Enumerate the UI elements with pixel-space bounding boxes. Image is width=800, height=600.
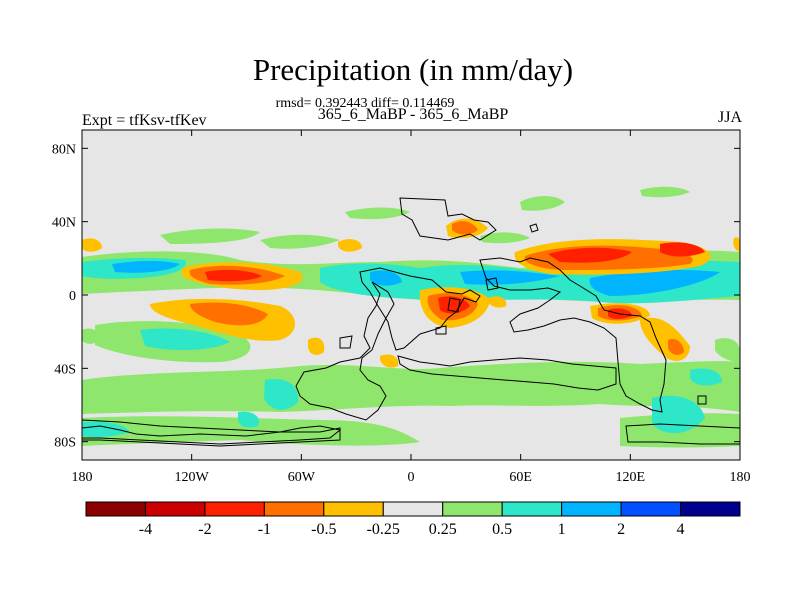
latitude-axis: 80N 40N 0 40S 80S <box>52 142 740 451</box>
colorbar-swatch <box>442 501 503 517</box>
colorbar-swatch <box>323 501 384 517</box>
season-label: JJA <box>717 109 742 126</box>
lat-tick-label: 40S <box>54 362 76 377</box>
colorbar-swatch <box>620 501 682 517</box>
colorbar-label: 4 <box>677 521 685 538</box>
lon-tick-label: 120E <box>616 470 646 485</box>
very-wet-anomaly-regions <box>112 261 720 296</box>
lon-tick-label: 120W <box>175 470 210 485</box>
very-dry-anomaly-regions <box>205 242 705 319</box>
precipitation-field <box>82 186 740 448</box>
lon-tick-label: 180 <box>72 470 93 485</box>
colorbar-label: 0.5 <box>492 521 512 538</box>
colorbar-swatch <box>561 501 622 517</box>
colorbar-label: -0.25 <box>367 521 400 538</box>
lat-tick-label: 0 <box>69 289 76 304</box>
lat-tick-label: 40N <box>52 216 76 231</box>
colorbar-swatch <box>680 501 741 517</box>
experiment-label: Expt = tfKsv-tfKev <box>82 112 207 129</box>
chart-subtitle: 365_6_MaBP - 365_6_MaBP <box>317 106 509 123</box>
lat-tick-label: 80S <box>54 436 76 451</box>
colorbar-swatch <box>204 501 265 517</box>
lat-tick-label: 80N <box>52 142 76 157</box>
lon-tick-label: 60W <box>288 470 316 485</box>
lon-tick-label: 0 <box>408 470 415 485</box>
colorbar: -4 -2 -1 -0.5 -0.25 0.25 0.5 1 2 4 <box>85 501 741 538</box>
chart-title: Precipitation (in mm/day) <box>252 52 574 87</box>
colorbar-label: -0.5 <box>311 521 336 538</box>
longitude-axis: 180 120W 60W 0 60E 120E 180 <box>72 130 751 485</box>
colorbar-swatch <box>85 501 146 517</box>
colorbar-swatch <box>501 501 563 517</box>
colorbar-swatch <box>144 501 206 517</box>
colorbar-label: 0.25 <box>429 521 457 538</box>
lon-tick-label: 60E <box>509 470 532 485</box>
colorbar-swatch <box>382 501 444 517</box>
stats-line: rmsd= 0.392443 diff= 0.114469 <box>275 96 455 111</box>
colorbar-swatch <box>263 501 325 517</box>
coastlines <box>82 197 740 447</box>
colorbar-label: -2 <box>198 521 211 538</box>
colorbar-label: 2 <box>617 521 625 538</box>
colorbar-label: -1 <box>258 521 271 538</box>
lon-tick-label: 180 <box>730 470 751 485</box>
colorbar-label: -4 <box>139 521 152 538</box>
colorbar-label: 1 <box>558 521 566 538</box>
